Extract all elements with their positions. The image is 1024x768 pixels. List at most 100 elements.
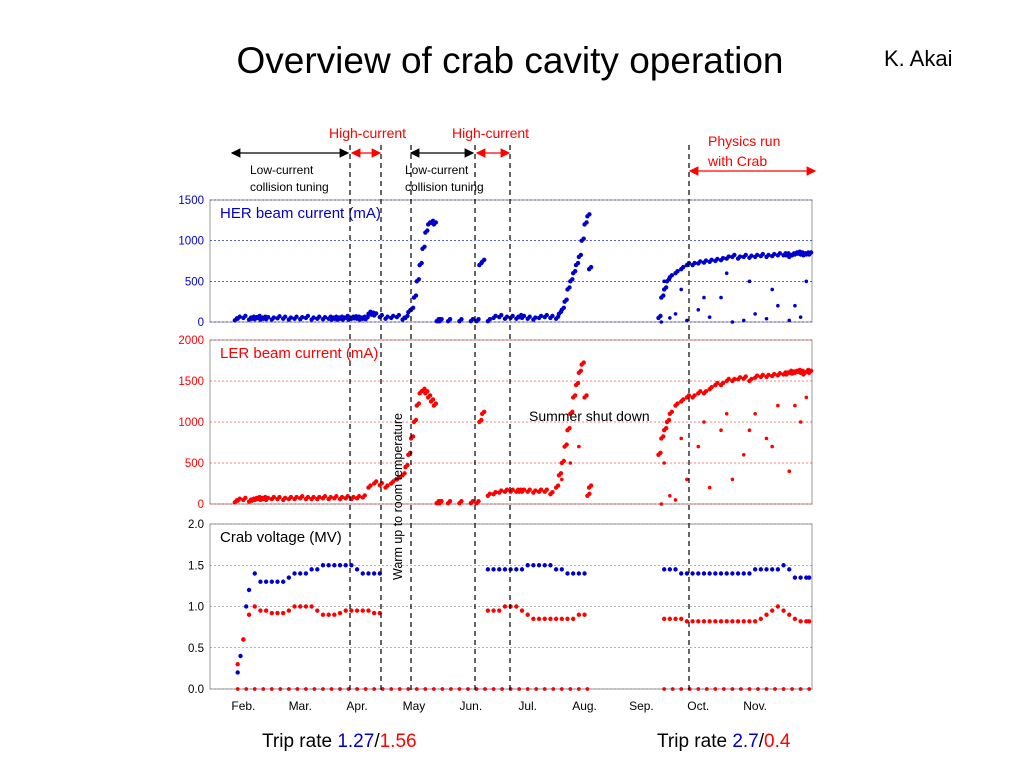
data-point	[564, 442, 569, 447]
x-tick-label: Aug.	[572, 699, 597, 713]
data-point	[675, 269, 680, 274]
data-point	[777, 371, 783, 376]
data-point	[491, 608, 496, 613]
data-point	[749, 253, 754, 258]
data-point	[690, 619, 695, 624]
data-point	[410, 305, 416, 310]
x-tick-label: Apr.	[346, 699, 367, 713]
data-point	[422, 244, 427, 249]
trip-rate-ler: 0.4	[764, 731, 791, 752]
data-point	[536, 563, 542, 568]
data-point	[320, 612, 326, 617]
data-point	[662, 279, 666, 284]
data-point	[764, 687, 769, 691]
data-point	[389, 687, 394, 691]
data-point	[396, 312, 402, 318]
data-point	[707, 315, 712, 319]
data-point	[747, 279, 752, 284]
data-point	[570, 571, 576, 576]
data-point	[470, 316, 476, 322]
data-point	[405, 313, 410, 319]
data-point	[578, 368, 584, 373]
data-point	[514, 567, 519, 572]
data-point	[430, 397, 436, 402]
data-point	[305, 494, 311, 500]
data-point	[679, 687, 684, 691]
data-point	[662, 687, 666, 691]
data-point	[679, 616, 684, 622]
data-point	[322, 314, 328, 320]
y-tick-label: 500	[185, 458, 204, 470]
data-point	[702, 295, 706, 300]
data-point	[663, 426, 669, 431]
data-point	[275, 579, 280, 584]
data-point	[550, 313, 555, 319]
data-point	[753, 412, 757, 416]
data-point	[661, 616, 667, 622]
chart-panel-1: 0 500 1000 1500 HER beam current (mA)	[178, 195, 814, 329]
data-point	[269, 579, 275, 584]
data-point	[692, 393, 697, 398]
data-point	[305, 313, 311, 319]
data-point	[793, 303, 797, 308]
data-point	[668, 316, 672, 320]
data-point	[685, 318, 689, 323]
x-tick-label: Sep.	[629, 699, 654, 713]
data-point	[487, 491, 493, 496]
data-point	[491, 687, 496, 691]
data-point	[730, 687, 735, 691]
data-point	[703, 389, 709, 394]
data-point	[584, 220, 589, 225]
data-point	[560, 687, 564, 691]
data-point	[439, 498, 444, 504]
low-current-label: collision tuning	[405, 180, 484, 194]
data-point	[294, 494, 299, 500]
data-point	[447, 316, 453, 322]
data-point	[474, 687, 479, 691]
data-point	[280, 610, 286, 616]
data-point	[408, 450, 413, 455]
data-point	[726, 254, 731, 259]
physics-run-label: with Crab	[707, 153, 767, 169]
data-point	[667, 567, 673, 572]
data-point	[493, 313, 498, 319]
data-point	[244, 604, 249, 609]
x-tick-label: Mar.	[289, 699, 312, 713]
data-point	[343, 608, 348, 613]
data-point	[419, 260, 424, 266]
data-point	[373, 311, 379, 316]
panel-title: Crab voltage (MV)	[220, 529, 342, 546]
data-point	[531, 563, 536, 568]
data-point	[391, 479, 396, 484]
data-point	[798, 619, 803, 624]
data-point	[771, 371, 777, 377]
data-point	[559, 616, 565, 622]
data-point	[707, 485, 712, 490]
data-point	[483, 687, 487, 691]
data-point	[709, 257, 714, 263]
data-point	[427, 393, 433, 398]
data-point	[356, 494, 362, 499]
data-point	[582, 612, 587, 617]
x-tick-label: May	[403, 699, 426, 713]
data-point	[752, 567, 758, 572]
x-tick-label: Jul.	[518, 699, 537, 713]
data-point	[673, 616, 678, 622]
y-tick-label: 1500	[178, 376, 204, 388]
data-point	[804, 395, 809, 400]
y-tick-label: 1.5	[188, 560, 204, 572]
data-point	[300, 314, 305, 320]
data-point	[235, 662, 240, 667]
data-point	[542, 616, 547, 622]
data-point	[663, 285, 669, 290]
data-point	[261, 687, 266, 691]
data-point	[286, 575, 292, 580]
data-point	[565, 571, 570, 576]
data-point	[527, 487, 532, 492]
data-point	[271, 315, 277, 320]
data-point	[588, 264, 594, 270]
data-point	[737, 375, 743, 380]
data-point	[707, 619, 712, 624]
data-point	[702, 420, 706, 424]
data-point	[410, 434, 416, 439]
